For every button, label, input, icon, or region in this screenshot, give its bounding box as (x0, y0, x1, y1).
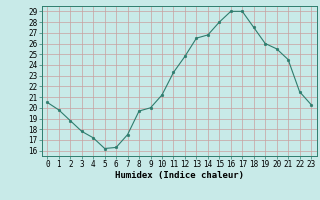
X-axis label: Humidex (Indice chaleur): Humidex (Indice chaleur) (115, 171, 244, 180)
